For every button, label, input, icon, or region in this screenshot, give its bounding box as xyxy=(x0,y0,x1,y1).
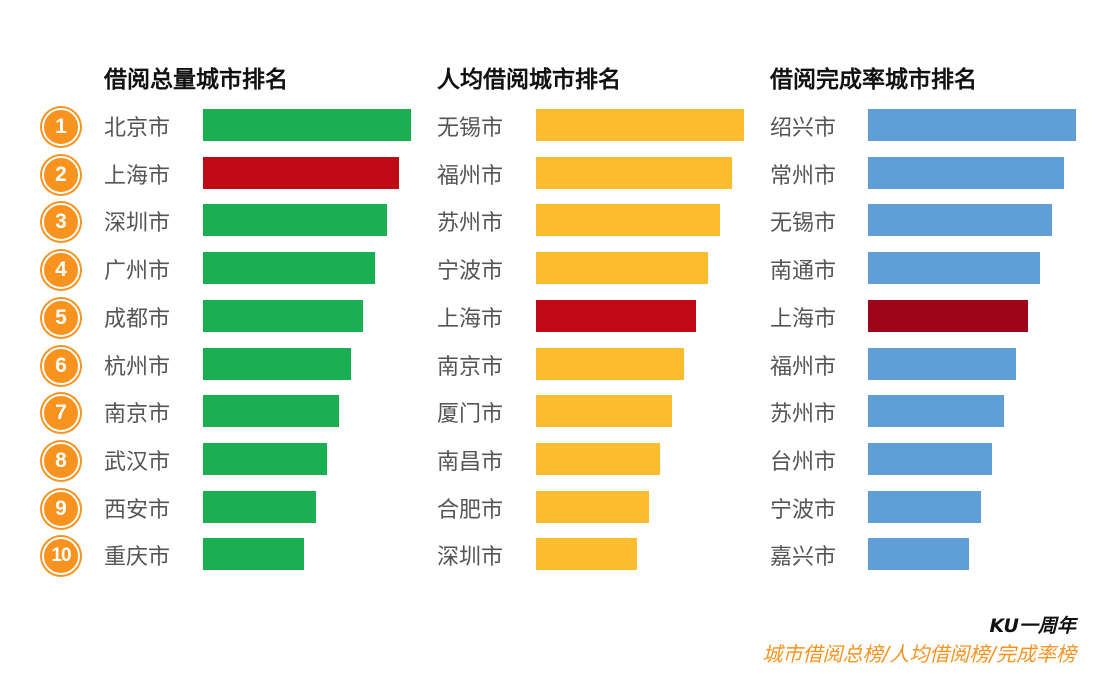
bar xyxy=(203,299,363,332)
category-label: 无锡市 xyxy=(437,116,504,141)
category-label: 绍兴市 xyxy=(770,116,837,141)
category-label: 宁波市 xyxy=(437,259,504,285)
category-label: 厦门市 xyxy=(437,402,504,428)
bar xyxy=(536,156,733,189)
category-label: 苏州市 xyxy=(437,211,504,237)
category-label: 无锡市 xyxy=(770,211,837,237)
footer-subtitle: 城市借阅总榜/人均借阅榜/完成率榜 xyxy=(762,642,1076,666)
bar xyxy=(868,156,1065,189)
bar xyxy=(868,204,1053,237)
rank-badge: 7 xyxy=(42,394,80,433)
bar xyxy=(203,156,400,189)
rank-badge: 6 xyxy=(42,346,80,385)
category-label: 深圳市 xyxy=(104,211,171,237)
bar xyxy=(536,442,660,475)
rank-badge: 2 xyxy=(42,155,80,194)
bar xyxy=(536,252,709,285)
bar xyxy=(203,204,388,237)
category-label: 上海市 xyxy=(770,306,837,332)
category-label: 南京市 xyxy=(104,402,171,428)
bar xyxy=(203,395,340,428)
rank-badge: 4 xyxy=(42,251,80,290)
bar xyxy=(868,490,981,523)
chart-title: 借阅总量城市排名 xyxy=(104,67,288,93)
rank-badge: 9 xyxy=(42,489,80,528)
category-label: 成都市 xyxy=(104,306,171,332)
category-label: 广州市 xyxy=(104,259,171,285)
bar xyxy=(868,252,1041,285)
category-label: 上海市 xyxy=(104,163,171,189)
bar xyxy=(536,204,721,237)
bar xyxy=(203,252,376,285)
bar xyxy=(536,395,673,428)
category-label: 武汉市 xyxy=(104,449,171,475)
bar xyxy=(536,299,696,332)
category-label: 南京市 xyxy=(437,354,504,380)
category-label: 南昌市 xyxy=(437,449,504,475)
bar xyxy=(868,109,1076,141)
category-label: 北京市 xyxy=(104,116,171,141)
category-label: 重庆市 xyxy=(104,545,171,571)
bar xyxy=(203,490,316,523)
chart-title: 借阅完成率城市排名 xyxy=(770,67,977,93)
category-label: 西安市 xyxy=(104,497,171,523)
bar xyxy=(203,442,327,475)
bar xyxy=(868,442,992,475)
rank-badge: 3 xyxy=(42,203,80,242)
rank-badge: 1 xyxy=(42,108,80,146)
bar xyxy=(203,109,411,141)
bar xyxy=(868,538,970,571)
footer-title: KU一周年 xyxy=(989,615,1076,637)
category-label: 福州市 xyxy=(770,354,837,380)
rank-badge: 5 xyxy=(42,298,80,337)
category-label: 嘉兴市 xyxy=(770,545,837,571)
bar xyxy=(868,395,1005,428)
category-label: 上海市 xyxy=(437,306,504,332)
category-label: 杭州市 xyxy=(104,354,171,380)
category-label: 苏州市 xyxy=(770,402,837,428)
bar xyxy=(536,347,685,380)
category-label: 台州市 xyxy=(770,449,837,475)
bar xyxy=(203,347,352,380)
chart-title: 人均借阅城市排名 xyxy=(437,67,621,93)
bar xyxy=(536,109,744,141)
category-label: 合肥市 xyxy=(437,497,504,523)
bar xyxy=(203,538,305,571)
rank-badge: 8 xyxy=(42,441,80,480)
bar xyxy=(868,299,1028,332)
category-label: 宁波市 xyxy=(770,497,837,523)
category-label: 常州市 xyxy=(770,163,837,189)
category-label: 深圳市 xyxy=(437,545,504,571)
bar xyxy=(536,490,649,523)
category-label: 南通市 xyxy=(770,259,837,285)
category-label: 福州市 xyxy=(437,163,504,189)
bar xyxy=(868,347,1017,380)
rank-badge: 10 xyxy=(42,537,80,576)
bar xyxy=(536,538,638,571)
